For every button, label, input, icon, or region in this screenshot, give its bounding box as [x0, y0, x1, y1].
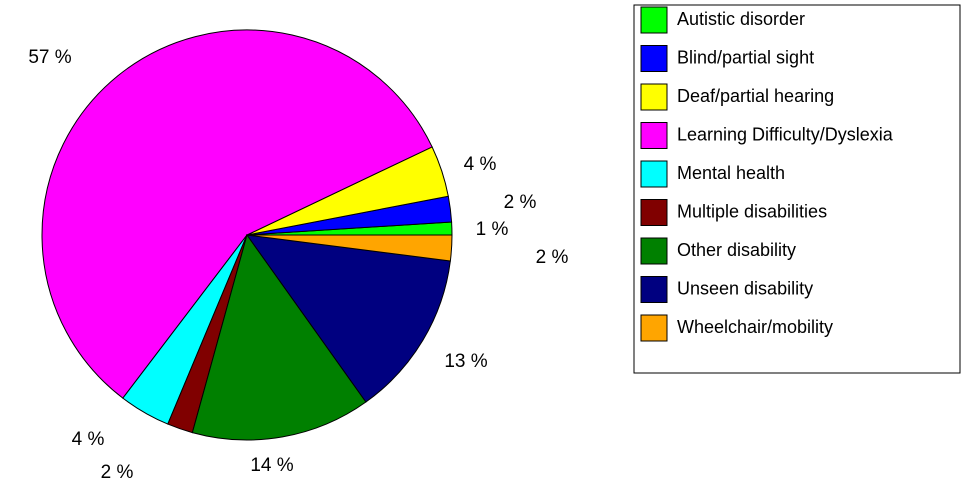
slice-label: 13 %: [444, 351, 487, 372]
slice-label: 4 %: [72, 429, 105, 450]
legend-label: Unseen disability: [677, 278, 813, 298]
slice-label: 4 %: [464, 154, 497, 175]
pie-slice: [41, 29, 433, 399]
legend-label: Blind/partial sight: [677, 47, 814, 67]
legend-label: Autistic disorder: [677, 9, 805, 29]
pie-slice: [191, 233, 367, 441]
legend-label: Other disability: [677, 240, 796, 260]
legend-swatch: [640, 6, 668, 34]
slice-label: 2 %: [101, 462, 134, 483]
legend-swatch: [640, 199, 668, 226]
legend-label: Learning Difficulty/Dyslexia: [677, 124, 894, 144]
legend-swatch: [640, 83, 668, 111]
slice-label: 2 %: [536, 247, 569, 268]
legend-swatch: [640, 314, 668, 342]
legend-swatch: [640, 160, 668, 188]
legend-label: Deaf/partial hearing: [677, 86, 834, 106]
legend-label: Multiple disabilities: [677, 201, 827, 221]
slice-label: 1 %: [476, 219, 509, 240]
legend-label: Mental health: [677, 163, 785, 183]
pie-slice: [245, 234, 451, 403]
slice-label: 57 %: [28, 47, 71, 68]
slice-label: 2 %: [504, 192, 537, 213]
legend-swatch: [640, 237, 668, 265]
pie-slice: [246, 234, 453, 262]
legend-swatch: [640, 122, 668, 149]
legend-label: Wheelchair/mobility: [677, 317, 833, 337]
legend-swatch: [640, 45, 668, 72]
slice-label: 14 %: [250, 455, 293, 476]
legend-swatch: [640, 276, 668, 303]
legend-box: [633, 4, 961, 374]
